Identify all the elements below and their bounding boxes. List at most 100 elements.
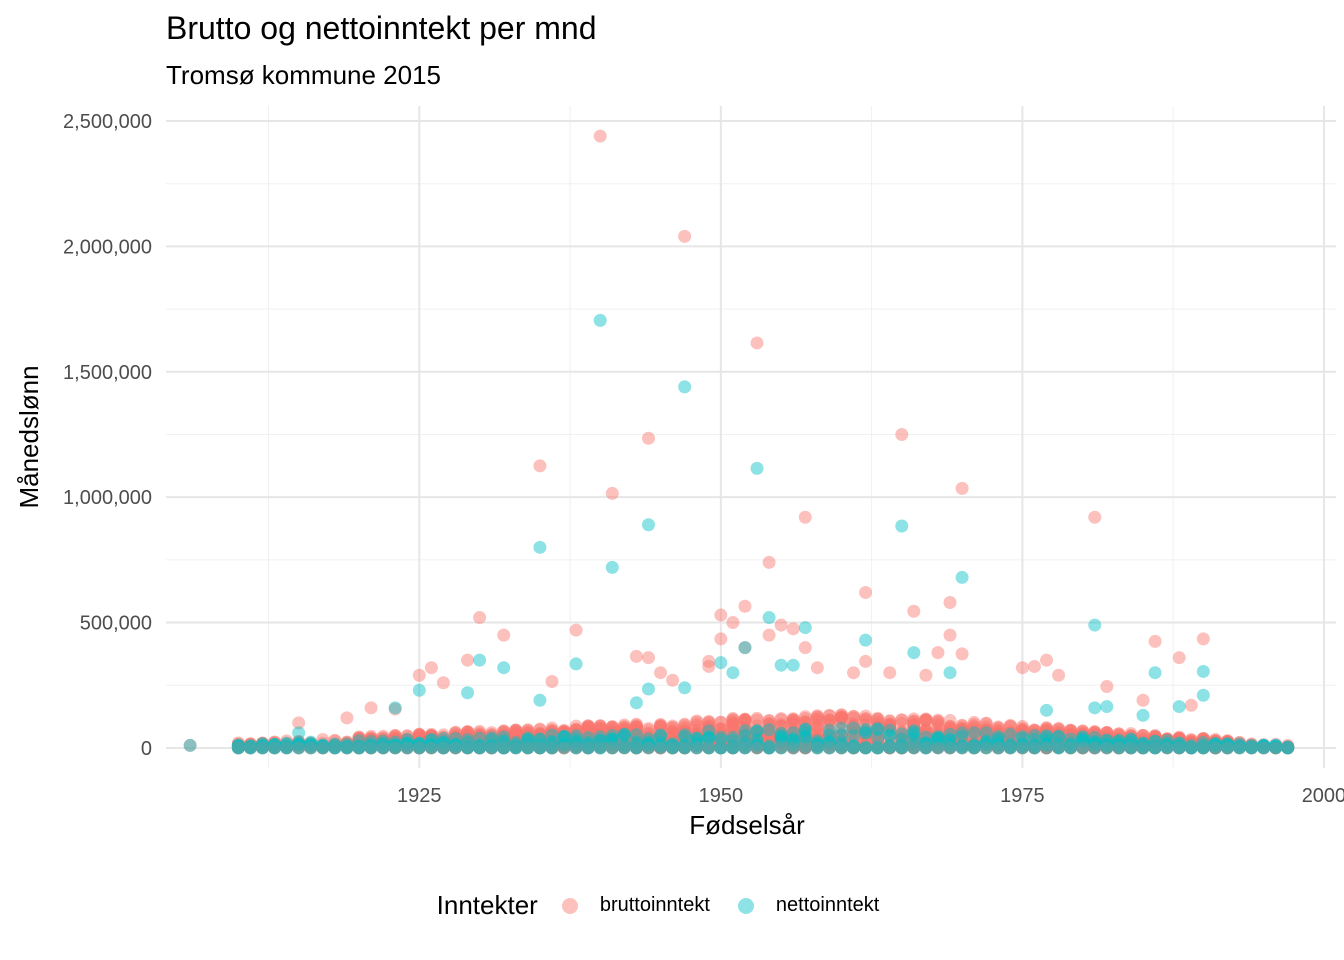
point-bruttoinntekt <box>593 733 607 747</box>
point-bruttoinntekt <box>448 733 462 747</box>
point-bruttoinntekt <box>654 739 668 753</box>
point-bruttoinntekt <box>979 727 993 741</box>
point-bruttoinntekt <box>786 713 800 727</box>
point-bruttoinntekt <box>605 486 619 500</box>
point-bruttoinntekt <box>509 737 523 751</box>
point-nettoinntekt <box>569 657 583 671</box>
point-bruttoinntekt <box>521 737 535 751</box>
point-nettoinntekt <box>641 518 655 532</box>
point-bruttoinntekt <box>762 721 776 735</box>
point-bruttoinntekt <box>786 715 800 729</box>
point-bruttoinntekt <box>509 733 523 747</box>
point-bruttoinntekt <box>629 732 643 746</box>
point-bruttoinntekt <box>400 733 414 747</box>
point-bruttoinntekt <box>750 731 764 745</box>
point-nettoinntekt <box>1088 618 1102 632</box>
point-bruttoinntekt <box>412 739 426 753</box>
y-tick-label: 2,500,000 <box>63 111 152 133</box>
point-bruttoinntekt <box>473 728 487 742</box>
point-bruttoinntekt <box>352 733 366 747</box>
point-bruttoinntekt <box>931 728 945 742</box>
point-nettoinntekt <box>629 741 643 755</box>
point-bruttoinntekt <box>750 719 764 733</box>
point-bruttoinntekt <box>726 734 740 748</box>
point-bruttoinntekt <box>871 715 885 729</box>
point-bruttoinntekt <box>834 734 848 748</box>
point-nettoinntekt <box>617 727 631 741</box>
point-bruttoinntekt <box>702 729 716 743</box>
point-bruttoinntekt <box>424 736 438 750</box>
point-bruttoinntekt <box>786 732 800 746</box>
point-bruttoinntekt <box>726 741 740 755</box>
point-bruttoinntekt <box>473 730 487 744</box>
point-bruttoinntekt <box>521 730 535 744</box>
point-bruttoinntekt <box>400 737 414 751</box>
point-bruttoinntekt <box>979 730 993 744</box>
point-bruttoinntekt <box>967 741 981 755</box>
point-bruttoinntekt <box>979 736 993 750</box>
point-bruttoinntekt <box>545 738 559 752</box>
point-bruttoinntekt <box>859 712 873 726</box>
point-bruttoinntekt <box>666 741 680 755</box>
point-bruttoinntekt <box>883 739 897 753</box>
point-bruttoinntekt <box>352 740 366 754</box>
point-bruttoinntekt <box>509 727 523 741</box>
point-bruttoinntekt <box>907 739 921 753</box>
point-bruttoinntekt <box>533 738 547 752</box>
point-bruttoinntekt <box>955 735 969 749</box>
point-bruttoinntekt <box>991 735 1005 749</box>
point-bruttoinntekt <box>762 718 776 732</box>
point-bruttoinntekt <box>883 729 897 743</box>
point-bruttoinntekt <box>352 733 366 747</box>
point-bruttoinntekt <box>762 724 776 738</box>
point-bruttoinntekt <box>509 735 523 749</box>
point-bruttoinntekt <box>871 732 885 746</box>
point-bruttoinntekt <box>991 738 1005 752</box>
point-bruttoinntekt <box>364 732 378 746</box>
point-bruttoinntekt <box>292 740 306 754</box>
point-bruttoinntekt <box>485 729 499 743</box>
point-bruttoinntekt <box>786 732 800 746</box>
point-bruttoinntekt <box>907 718 921 732</box>
point-bruttoinntekt <box>400 739 414 753</box>
point-bruttoinntekt <box>569 731 583 745</box>
point-bruttoinntekt <box>304 740 318 754</box>
point-bruttoinntekt <box>473 732 487 746</box>
point-bruttoinntekt <box>678 738 692 752</box>
point-bruttoinntekt <box>473 732 487 746</box>
point-bruttoinntekt <box>412 668 426 682</box>
point-bruttoinntekt <box>967 738 981 752</box>
point-nettoinntekt <box>485 741 499 755</box>
y-tick-label: 1,000,000 <box>63 487 152 509</box>
point-bruttoinntekt <box>473 741 487 755</box>
point-bruttoinntekt <box>581 738 595 752</box>
point-nettoinntekt <box>834 721 848 735</box>
point-bruttoinntekt <box>533 729 547 743</box>
point-bruttoinntekt <box>617 737 631 751</box>
point-bruttoinntekt <box>895 741 909 755</box>
point-bruttoinntekt <box>834 715 848 729</box>
point-bruttoinntekt <box>762 738 776 752</box>
point-bruttoinntekt <box>919 733 933 747</box>
point-bruttoinntekt <box>919 737 933 751</box>
point-bruttoinntekt <box>533 741 547 755</box>
point-nettoinntekt <box>702 724 716 738</box>
point-nettoinntekt <box>738 741 752 755</box>
point-bruttoinntekt <box>666 739 680 753</box>
point-bruttoinntekt <box>822 730 836 744</box>
point-bruttoinntekt <box>400 737 414 751</box>
point-bruttoinntekt <box>569 730 583 744</box>
point-bruttoinntekt <box>738 727 752 741</box>
point-nettoinntekt <box>654 728 668 742</box>
point-bruttoinntekt <box>714 730 728 744</box>
point-bruttoinntekt <box>955 481 969 495</box>
point-bruttoinntekt <box>883 729 897 743</box>
point-bruttoinntekt <box>412 737 426 751</box>
point-bruttoinntekt <box>798 727 812 741</box>
point-bruttoinntekt <box>714 734 728 748</box>
point-bruttoinntekt <box>847 717 861 731</box>
point-bruttoinntekt <box>943 735 957 749</box>
point-bruttoinntekt <box>436 736 450 750</box>
point-bruttoinntekt <box>617 741 631 755</box>
point-bruttoinntekt <box>461 740 475 754</box>
